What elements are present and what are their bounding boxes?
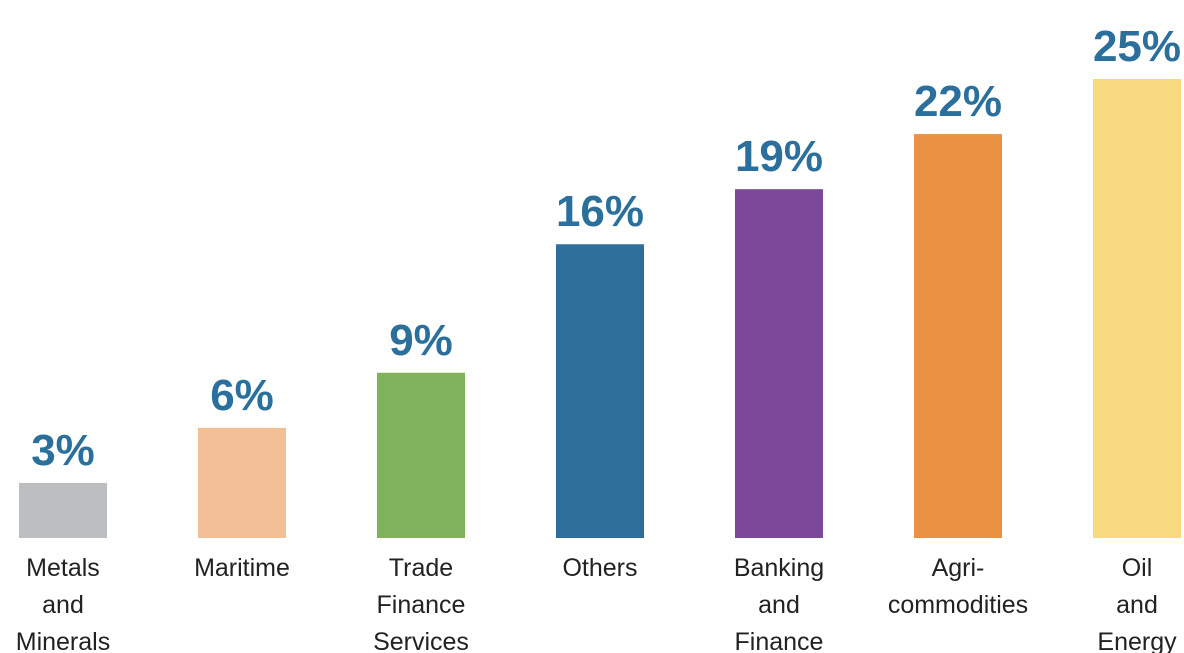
bar-trade-finance-services [377,372,465,538]
category-label-maritime: Maritime [194,554,290,582]
category-label-banking-and-finance: Banking and Finance [734,554,824,653]
category-label-agri-commodities: Agri-commodities [888,554,1028,619]
bar-agri-commodities [914,134,1002,538]
category-label-others: Others [562,554,637,582]
bar-metals-and-minerals [19,482,107,538]
bar-banking-and-finance [735,189,823,538]
value-label-maritime: 6% [210,371,274,420]
category-label-metals-and-minerals: Metals and Minerals [16,554,110,653]
value-label-trade-finance-services: 9% [389,316,453,365]
category-label-trade-finance-services: Trade Finance Services [373,554,469,653]
value-label-oil-and-energy: 25% [1093,22,1181,71]
bars-group [19,79,1181,539]
bar-oil-and-energy [1093,79,1181,538]
value-label-metals-and-minerals: 3% [31,426,95,475]
value-labels-group: 3% 6% 9% 16% 19% 22% 25% [31,22,1181,475]
bar-maritime [198,427,286,538]
category-label-oil-and-energy: Oil and Energy [1097,554,1177,653]
value-label-agri-commodities: 22% [914,77,1002,126]
value-label-banking-and-finance: 19% [735,132,823,181]
bar-others [556,244,644,539]
value-label-others: 16% [556,187,644,236]
category-labels-group: Metals and Minerals Maritime Trade Finance Ser… [16,554,1177,653]
